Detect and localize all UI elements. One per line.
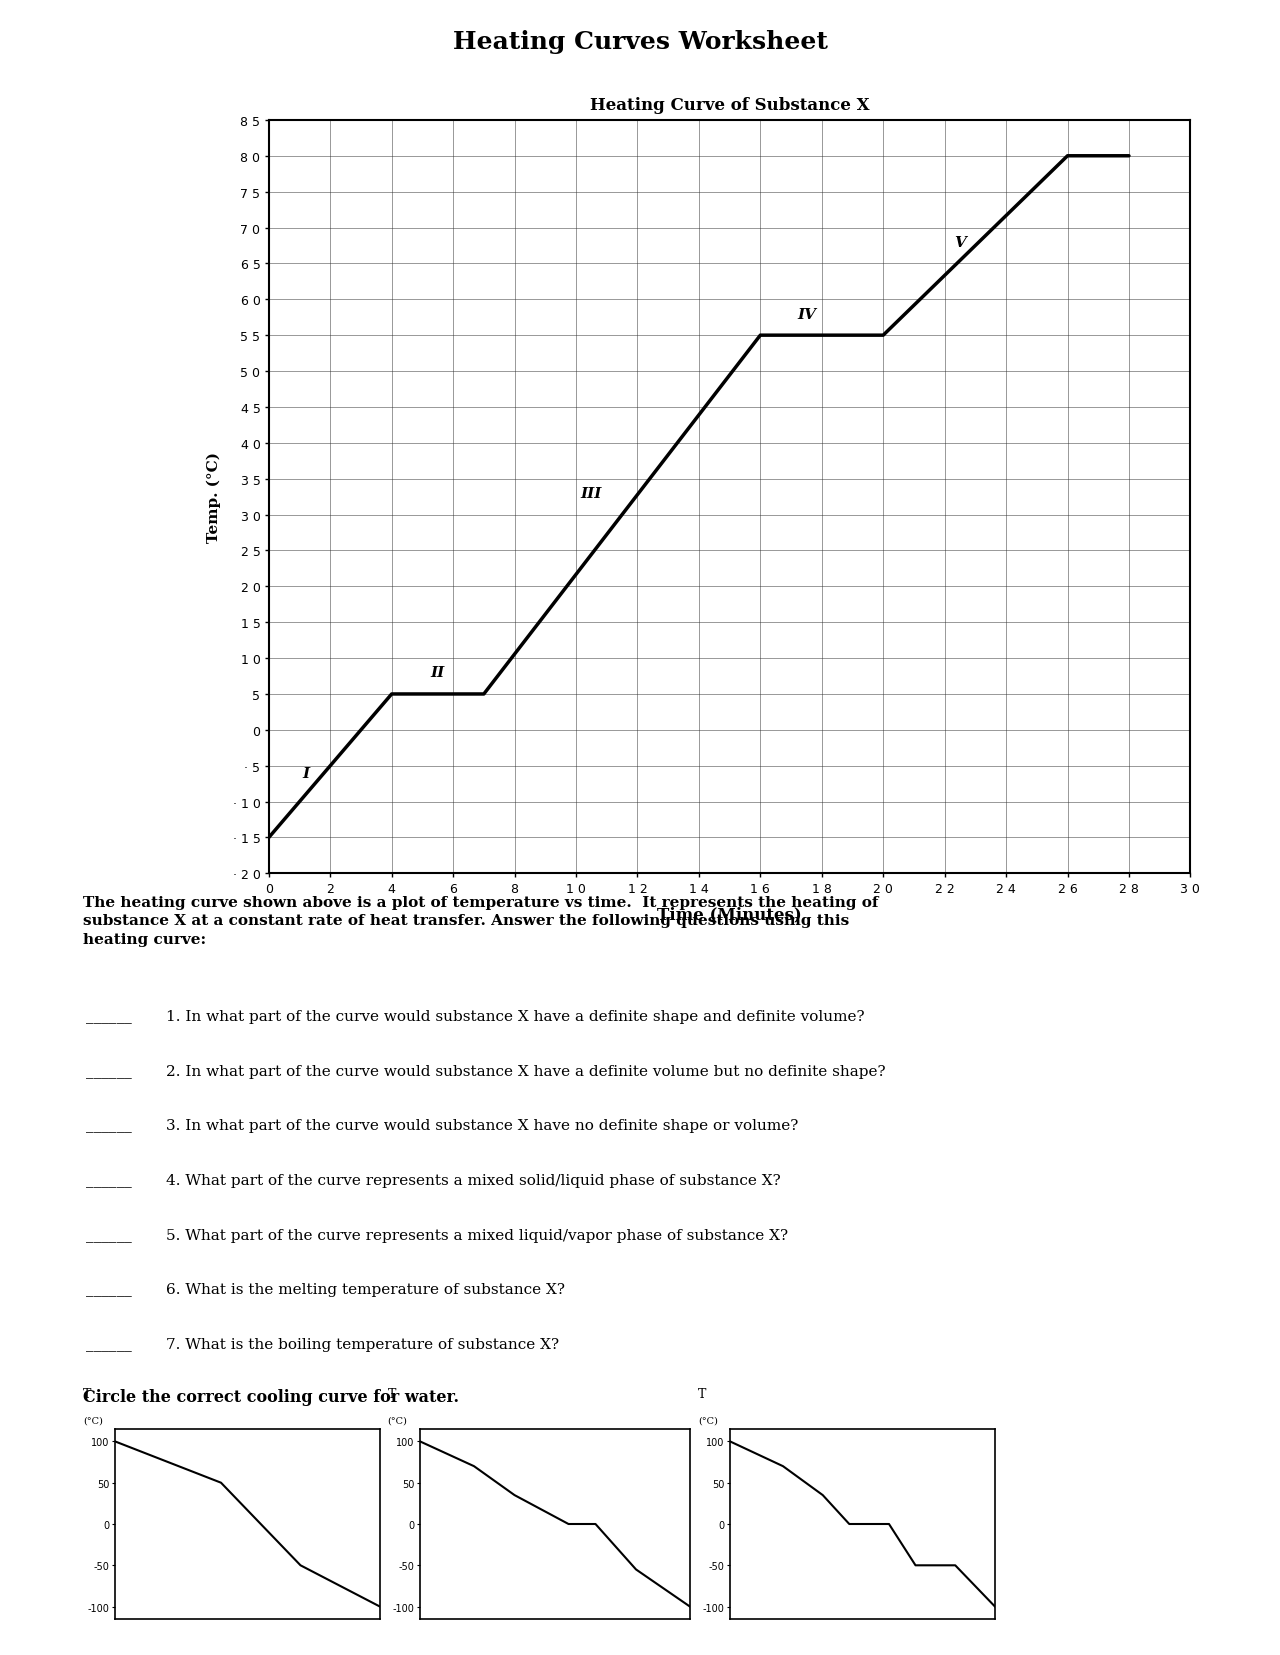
Text: (°C): (°C) xyxy=(388,1415,407,1425)
Text: T: T xyxy=(698,1387,707,1400)
Text: ______: ______ xyxy=(86,1064,132,1077)
Text: T: T xyxy=(388,1387,396,1400)
Text: Circle the correct cooling curve for water.: Circle the correct cooling curve for wat… xyxy=(83,1389,460,1405)
X-axis label: Time (Minutes): Time (Minutes) xyxy=(657,907,803,923)
Text: 5. What part of the curve represents a mixed liquid/vapor phase of substance X?: 5. What part of the curve represents a m… xyxy=(166,1228,788,1241)
Text: ______: ______ xyxy=(86,1173,132,1187)
Text: T: T xyxy=(83,1387,92,1400)
Text: ______: ______ xyxy=(86,1119,132,1132)
Text: 4. What part of the curve represents a mixed solid/liquid phase of substance X?: 4. What part of the curve represents a m… xyxy=(166,1173,781,1187)
Text: The heating curve shown above is a plot of temperature vs time.  It represents t: The heating curve shown above is a plot … xyxy=(83,895,878,947)
Text: II: II xyxy=(430,665,445,680)
Text: 1. In what part of the curve would substance X have a definite shape and definit: 1. In what part of the curve would subst… xyxy=(166,1010,865,1023)
Text: (°C): (°C) xyxy=(83,1415,104,1425)
Text: (°C): (°C) xyxy=(698,1415,718,1425)
Text: I: I xyxy=(302,766,310,781)
Text: 3. In what part of the curve would substance X have no definite shape or volume?: 3. In what part of the curve would subst… xyxy=(166,1119,799,1132)
Text: 6. What is the melting temperature of substance X?: 6. What is the melting temperature of su… xyxy=(166,1283,566,1296)
Y-axis label: Temp. (°C): Temp. (°C) xyxy=(207,452,221,543)
Text: ______: ______ xyxy=(86,1337,132,1350)
Text: Heating Curves Worksheet: Heating Curves Worksheet xyxy=(453,30,827,53)
Text: 2. In what part of the curve would substance X have a definite volume but no def: 2. In what part of the curve would subst… xyxy=(166,1064,886,1077)
Text: 7. What is the boiling temperature of substance X?: 7. What is the boiling temperature of su… xyxy=(166,1337,559,1350)
Text: V: V xyxy=(954,235,966,250)
Text: ______: ______ xyxy=(86,1010,132,1023)
Text: ______: ______ xyxy=(86,1283,132,1296)
Text: III: III xyxy=(581,487,602,501)
Text: ______: ______ xyxy=(86,1228,132,1241)
Text: IV: IV xyxy=(797,308,815,321)
Title: Heating Curve of Substance X: Heating Curve of Substance X xyxy=(590,96,869,114)
